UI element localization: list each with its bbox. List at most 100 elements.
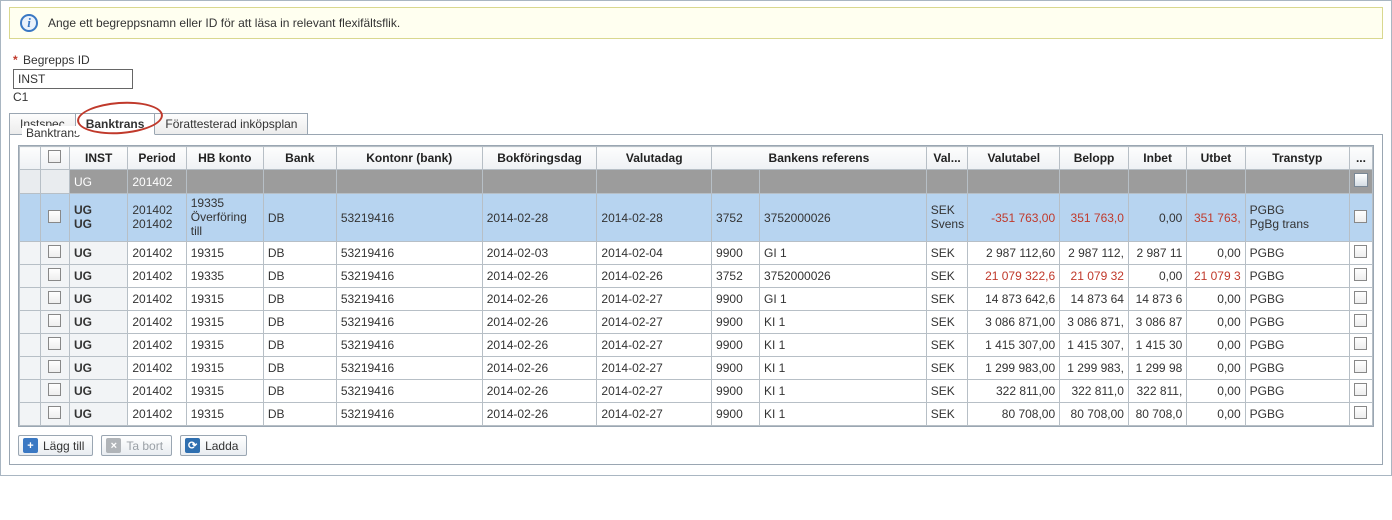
row-menu-checkbox[interactable] [1354,314,1367,327]
filter-cell-inbet[interactable] [1128,170,1186,194]
table-row[interactable]: UG20140219315DB532194162014-02-262014-02… [20,403,1373,426]
cell-chk[interactable] [40,194,69,242]
filter-cell-kontonr[interactable] [336,170,482,194]
filter-cell-rownum[interactable] [20,170,41,194]
row-menu-checkbox[interactable] [1354,337,1367,350]
begrepps-id-label: Begrepps ID [23,53,90,67]
cell-utbet: 0,00 [1187,288,1245,311]
row-checkbox[interactable] [48,314,61,327]
table-row[interactable]: UGUG20140220140219335Överföring tillDB53… [20,194,1373,242]
cell-menu[interactable] [1349,403,1372,426]
cell-inbet: 1 299 98 [1128,357,1186,380]
row-checkbox[interactable] [48,383,61,396]
filter-cell-period[interactable]: 201402 [128,170,186,194]
col-header-inst[interactable]: INST [70,147,128,170]
col-header-belopp[interactable]: Belopp [1060,147,1129,170]
row-checkbox[interactable] [48,291,61,304]
col-header-menu[interactable]: ... [1349,147,1372,170]
cell-utbet: 0,00 [1187,380,1245,403]
cell-belopp: 1 299 983, [1060,357,1129,380]
col-header-bank[interactable]: Bank [263,147,336,170]
col-header-hbkonto[interactable]: HB konto [186,147,263,170]
filter-cell-valdag[interactable] [597,170,712,194]
col-header-rownum[interactable] [20,147,41,170]
cell-menu[interactable] [1349,288,1372,311]
cell-chk[interactable] [40,357,69,380]
row-checkbox[interactable] [48,210,61,223]
row-menu-checkbox[interactable] [1354,291,1367,304]
col-header-bokdag[interactable]: Bokföringsdag [482,147,597,170]
cell-menu[interactable] [1349,265,1372,288]
filter-cell-chk[interactable] [40,170,69,194]
cell-chk[interactable] [40,265,69,288]
cell-kontonr: 53219416 [336,194,482,242]
cell-menu[interactable] [1349,357,1372,380]
col-header-chk[interactable] [40,147,69,170]
table-row[interactable]: UG20140219315DB532194162014-02-262014-02… [20,334,1373,357]
row-menu-checkbox[interactable] [1354,245,1367,258]
filter-cell-menu[interactable] [1349,170,1372,194]
add-button[interactable]: + Lägg till [18,435,93,456]
col-header-inbet[interactable]: Inbet [1128,147,1186,170]
row-menu-checkbox[interactable] [1354,360,1367,373]
cell-menu[interactable] [1349,194,1372,242]
col-header-valbel[interactable]: Valutabel [968,147,1060,170]
table-row[interactable]: UG20140219315DB532194162014-02-262014-02… [20,288,1373,311]
filter-cell-utbet[interactable] [1187,170,1245,194]
cell-chk[interactable] [40,403,69,426]
col-header-valdag[interactable]: Valutadag [597,147,712,170]
col-header-val[interactable]: Val... [926,147,968,170]
filter-cell-valbel[interactable] [968,170,1060,194]
cell-menu[interactable] [1349,311,1372,334]
row-checkbox[interactable] [48,360,61,373]
cell-menu[interactable] [1349,380,1372,403]
filter-cell-val[interactable] [926,170,968,194]
remove-button[interactable]: × Ta bort [101,435,172,456]
form-area: * Begrepps ID C1 [13,53,1383,104]
filter-cell-hbkonto[interactable] [186,170,263,194]
cell-period: 201402 [128,242,186,265]
cell-utbet: 0,00 [1187,311,1245,334]
row-checkbox[interactable] [48,406,61,419]
tab-forattesterad-inkopsplan[interactable]: Förattesterad inköpsplan [155,113,308,135]
table-row[interactable]: UG20140219335DB532194162014-02-262014-02… [20,265,1373,288]
row-menu-checkbox[interactable] [1354,268,1367,281]
row-menu-checkbox[interactable] [1354,406,1367,419]
cell-chk[interactable] [40,311,69,334]
remove-button-label: Ta bort [126,439,163,453]
filter-cell-ref[interactable] [759,170,926,194]
cell-chk[interactable] [40,288,69,311]
cell-chk[interactable] [40,380,69,403]
table-row[interactable]: UG20140219315DB532194162014-02-262014-02… [20,357,1373,380]
filter-cell-bokdag[interactable] [482,170,597,194]
row-menu-checkbox[interactable] [1354,210,1367,223]
cell-chk[interactable] [40,242,69,265]
select-all-checkbox[interactable] [48,150,61,163]
cell-period: 201402 [128,288,186,311]
col-header-period[interactable]: Period [128,147,186,170]
cell-valdag: 2014-02-04 [597,242,712,265]
cell-menu[interactable] [1349,242,1372,265]
filter-cell-bank[interactable] [263,170,336,194]
col-header-utbet[interactable]: Utbet [1187,147,1245,170]
filter-cell-belopp[interactable] [1060,170,1129,194]
tab-banktrans[interactable]: Banktrans [76,113,156,135]
table-row[interactable]: UG20140219315DB532194162014-02-262014-02… [20,311,1373,334]
filter-cell-inst[interactable]: UG [70,170,128,194]
filter-cell-transtyp[interactable] [1245,170,1349,194]
row-checkbox[interactable] [48,268,61,281]
col-header-transtyp[interactable]: Transtyp [1245,147,1349,170]
cell-chk[interactable] [40,334,69,357]
load-button[interactable]: ⟳ Ladda [180,435,247,456]
row-checkbox[interactable] [48,337,61,350]
filter-menu-button[interactable] [1354,173,1368,187]
col-header-ref[interactable]: Bankens referens [712,147,927,170]
filter-cell-refcode[interactable] [712,170,760,194]
row-checkbox[interactable] [48,245,61,258]
row-menu-checkbox[interactable] [1354,383,1367,396]
table-row[interactable]: UG20140219315DB532194162014-02-032014-02… [20,242,1373,265]
begrepps-id-input[interactable] [13,69,133,89]
cell-menu[interactable] [1349,334,1372,357]
col-header-kontonr[interactable]: Kontonr (bank) [336,147,482,170]
table-row[interactable]: UG20140219315DB532194162014-02-262014-02… [20,380,1373,403]
